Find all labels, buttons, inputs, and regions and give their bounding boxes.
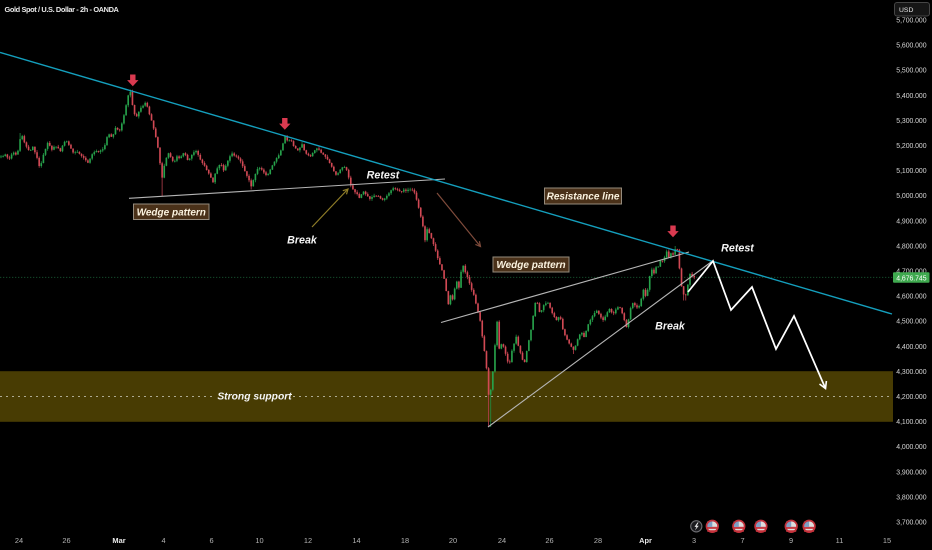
svg-text:18: 18: [401, 536, 409, 545]
svg-text:4,700.000: 4,700.000: [896, 269, 926, 276]
svg-text:5,600.000: 5,600.000: [896, 43, 926, 50]
svg-text:Retest: Retest: [721, 243, 754, 255]
svg-text:3,900.000: 3,900.000: [896, 469, 926, 476]
svg-text:5,000.000: 5,000.000: [896, 193, 926, 200]
svg-text:20: 20: [449, 536, 457, 545]
svg-text:11: 11: [836, 536, 844, 545]
svg-text:4,400.000: 4,400.000: [896, 344, 926, 351]
svg-text:4,800.000: 4,800.000: [896, 243, 926, 250]
svg-text:7: 7: [740, 536, 744, 545]
svg-text:4,300.000: 4,300.000: [896, 369, 926, 376]
svg-text:5,300.000: 5,300.000: [896, 118, 926, 125]
svg-text:4,000.000: 4,000.000: [896, 444, 926, 451]
svg-text:Apr: Apr: [639, 536, 652, 545]
svg-text:12: 12: [304, 536, 312, 545]
svg-text:Mar: Mar: [112, 536, 125, 545]
svg-text:Gold Spot / U.S. Dollar - 2h -: Gold Spot / U.S. Dollar - 2h - OANDA: [5, 5, 120, 14]
svg-text:4: 4: [161, 536, 165, 545]
svg-text:Strong support: Strong support: [217, 392, 292, 403]
svg-text:24: 24: [498, 536, 506, 545]
svg-text:10: 10: [255, 536, 263, 545]
svg-text:USD: USD: [899, 7, 913, 14]
svg-text:5,200.000: 5,200.000: [896, 143, 926, 150]
svg-text:26: 26: [62, 536, 70, 545]
svg-text:Break: Break: [655, 321, 686, 333]
svg-text:3,700.000: 3,700.000: [896, 520, 926, 527]
svg-text:28: 28: [594, 536, 602, 545]
svg-text:4,676.745: 4,676.745: [896, 275, 926, 282]
svg-text:Resistance line: Resistance line: [547, 192, 620, 203]
svg-text:4,100.000: 4,100.000: [896, 419, 926, 426]
svg-text:5,100.000: 5,100.000: [896, 168, 926, 175]
svg-text:Retest: Retest: [367, 170, 400, 182]
svg-text:Wedge pattern: Wedge pattern: [137, 207, 206, 218]
svg-text:4,900.000: 4,900.000: [896, 218, 926, 225]
svg-text:5,400.000: 5,400.000: [896, 93, 926, 100]
svg-text:Wedge pattern: Wedge pattern: [496, 260, 565, 271]
svg-text:15: 15: [883, 536, 891, 545]
svg-text:3: 3: [692, 536, 696, 545]
svg-text:4,500.000: 4,500.000: [896, 319, 926, 326]
svg-text:5,700.000: 5,700.000: [896, 18, 926, 25]
svg-text:4,600.000: 4,600.000: [896, 294, 926, 301]
svg-text:9: 9: [789, 536, 793, 545]
svg-text:Break: Break: [287, 235, 318, 247]
svg-text:6: 6: [209, 536, 213, 545]
svg-text:24: 24: [15, 536, 23, 545]
svg-text:4,200.000: 4,200.000: [896, 394, 926, 401]
svg-text:5,500.000: 5,500.000: [896, 68, 926, 75]
svg-text:3,800.000: 3,800.000: [896, 494, 926, 501]
svg-text:26: 26: [545, 536, 553, 545]
svg-text:14: 14: [352, 536, 360, 545]
